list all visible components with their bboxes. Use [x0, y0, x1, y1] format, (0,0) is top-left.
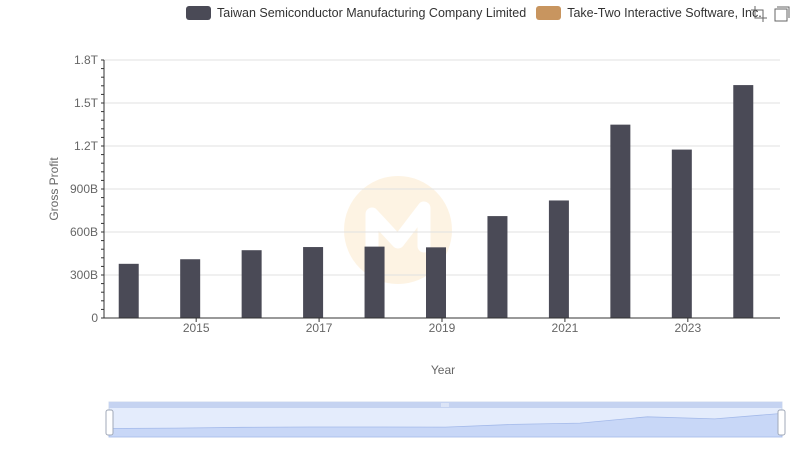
bar-tsmc-2017[interactable]	[303, 247, 324, 318]
x-tick-label: 2015	[183, 321, 210, 335]
legend-item-tsmc[interactable]: Taiwan Semiconductor Manufacturing Compa…	[186, 6, 526, 20]
x-tick-label: 2023	[674, 321, 701, 335]
y-axis-minor-ticks	[101, 59, 104, 319]
zoom-selected-range[interactable]	[109, 408, 782, 437]
restore-icon[interactable]	[772, 5, 790, 23]
zoom-handle-left[interactable]	[105, 409, 114, 436]
y-tick-label: 1.8T	[74, 53, 99, 67]
legend-label-take-two: Take-Two Interactive Software, Inc.	[567, 6, 762, 20]
toolbox	[746, 5, 790, 23]
zoom-icon[interactable]	[750, 5, 768, 23]
y-tick-label: 900B	[70, 182, 98, 196]
x-tick-label: 2021	[552, 321, 579, 335]
zoom-handle-right[interactable]	[777, 409, 786, 436]
y-axis-title: Gross Profit	[47, 157, 61, 221]
bar-tsmc-2014[interactable]	[118, 263, 139, 318]
y-tick-label: 0	[91, 311, 98, 325]
legend-item-take-two[interactable]: Take-Two Interactive Software, Inc.	[536, 6, 762, 20]
y-tick-label: 1.5T	[74, 96, 99, 110]
legend-swatch-tsmc	[186, 6, 211, 20]
x-axis-title: Year	[431, 363, 455, 377]
bar-tsmc-2016[interactable]	[241, 250, 262, 318]
x-tick-labels: 2015 2017 2019 2021 2023	[183, 318, 701, 335]
x-tick-label: 2017	[306, 321, 333, 335]
y-tick-labels: 0 300B 600B 900B 1.2T 1.5T 1.8T	[70, 53, 99, 325]
bar-tsmc-2024[interactable]	[733, 85, 754, 318]
legend: Taiwan Semiconductor Manufacturing Compa…	[186, 4, 772, 22]
bar-tsmc-2021[interactable]	[548, 200, 569, 318]
zoom-top-bar[interactable]	[109, 402, 782, 408]
bar-tsmc-2015[interactable]	[180, 259, 201, 318]
y-tick-label: 300B	[70, 268, 98, 282]
bar-tsmc-2018[interactable]	[364, 246, 385, 318]
zoom-grip-icon[interactable]	[441, 403, 449, 407]
bars	[118, 85, 774, 318]
y-tick-label: 1.2T	[74, 139, 99, 153]
bar-tsmc-2020[interactable]	[487, 216, 508, 318]
legend-swatch-take-two	[536, 6, 562, 20]
bar-tsmc-2022[interactable]	[610, 124, 631, 318]
x-tick-label: 2019	[429, 321, 456, 335]
y-tick-label: 600B	[70, 225, 98, 239]
bar-tsmc-2023[interactable]	[671, 149, 692, 318]
bar-tsmc-2019[interactable]	[426, 247, 446, 318]
data-zoom-slider[interactable]	[105, 401, 786, 438]
legend-label-tsmc: Taiwan Semiconductor Manufacturing Compa…	[217, 6, 527, 20]
